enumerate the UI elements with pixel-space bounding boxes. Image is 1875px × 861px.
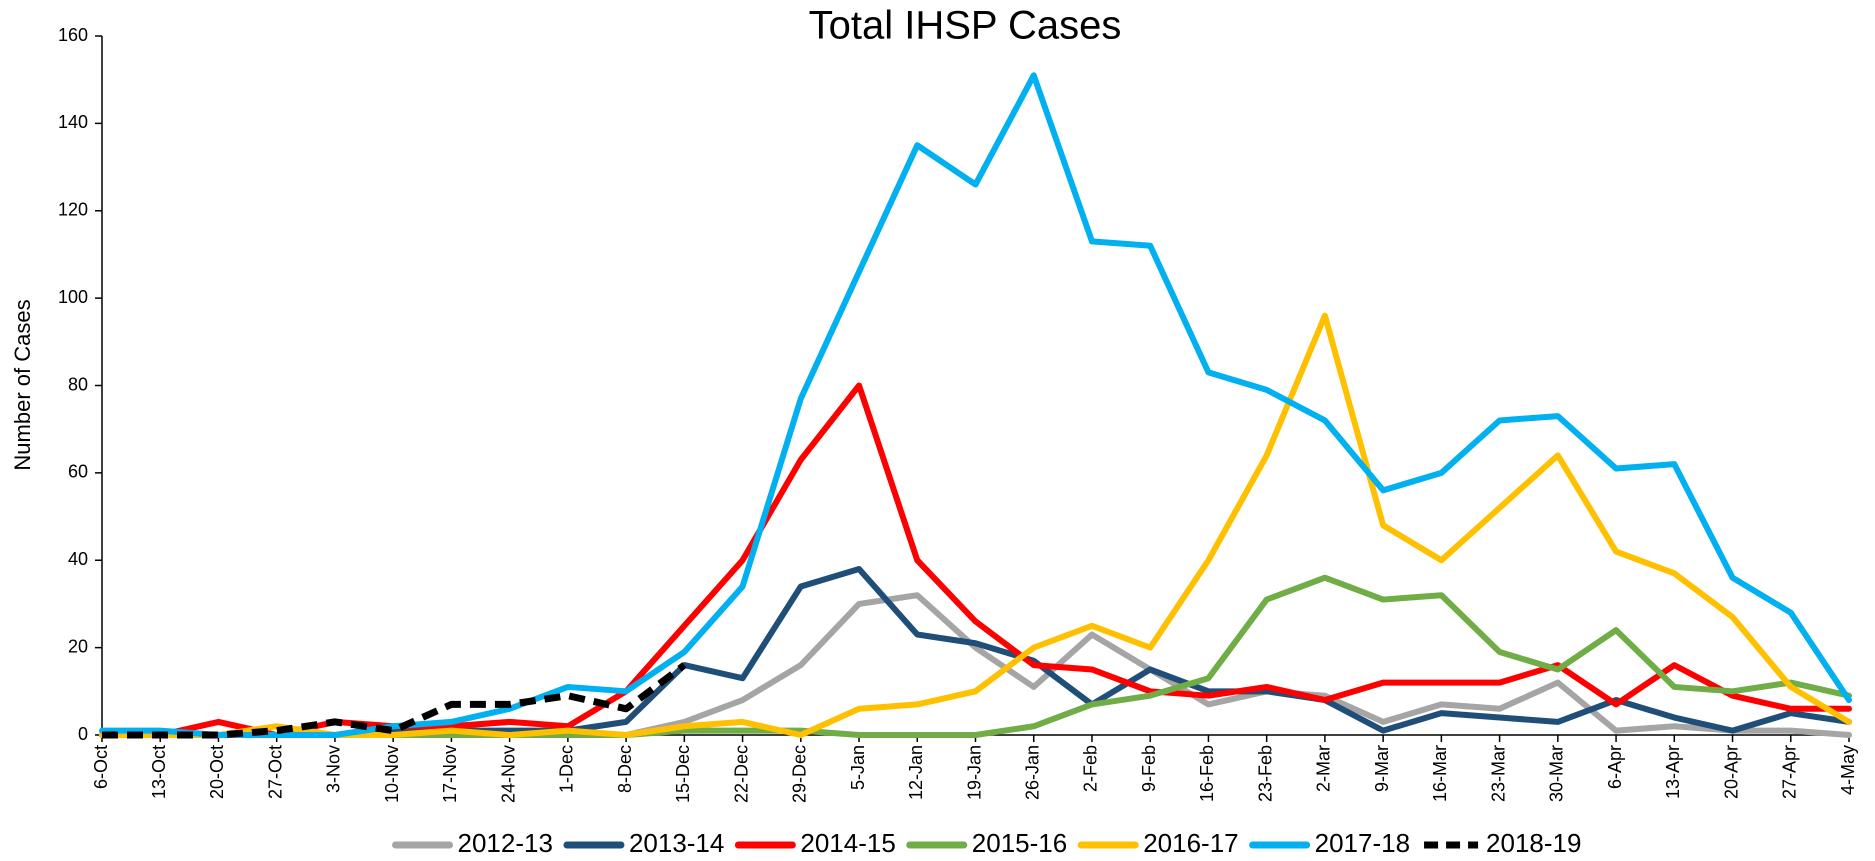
x-tick-label: 13-Apr: [1663, 745, 1683, 799]
x-tick-label: 12-Jan: [906, 745, 926, 800]
y-axis-label: Number of Cases: [10, 299, 35, 470]
x-tick-label: 15-Dec: [673, 745, 693, 803]
y-tick-label: 100: [58, 287, 88, 307]
x-tick-label: 30-Mar: [1547, 745, 1567, 802]
series-line: [99, 565, 1852, 738]
x-tick-label: 10-Nov: [382, 745, 402, 803]
x-tick-label: 8-Dec: [615, 745, 635, 793]
series-line: [99, 312, 1852, 738]
x-tick-label: 19-Jan: [964, 745, 984, 800]
x-tick-label: 27-Oct: [265, 745, 285, 799]
x-tick-label: 2-Feb: [1081, 745, 1101, 792]
x-tick-label: 29-Dec: [790, 745, 810, 803]
x-tick-label: 23-Feb: [1255, 745, 1275, 802]
x-tick-label: 5-Jan: [848, 745, 868, 790]
x-tick-label: 16-Feb: [1197, 745, 1217, 802]
x-tick-label: 22-Dec: [731, 745, 751, 803]
x-tick-label: 6-Oct: [91, 745, 111, 789]
x-tick-label: 2-Mar: [1314, 745, 1334, 792]
x-tick-label: 27-Apr: [1780, 745, 1800, 799]
series-line: [99, 382, 1852, 738]
y-tick-label: 140: [58, 112, 88, 132]
legend-label: 2018-19: [1486, 828, 1581, 858]
legend-label: 2013-14: [629, 828, 724, 858]
x-tick-label: 13-Oct: [149, 745, 169, 799]
x-tick-label: 26-Jan: [1022, 745, 1042, 800]
y-tick-label: 120: [58, 200, 88, 220]
legend-label: 2012-13: [458, 828, 553, 858]
x-tick-label: 1-Dec: [557, 745, 577, 793]
x-tick-label: 9-Mar: [1372, 745, 1392, 792]
legend-label: 2016-17: [1143, 828, 1238, 858]
x-tick-label: 24-Nov: [498, 745, 518, 803]
x-tick-label: 3-Nov: [324, 745, 344, 793]
x-tick-label: 20-Oct: [207, 745, 227, 799]
x-tick-label: 4-May: [1838, 745, 1858, 795]
y-tick-label: 60: [68, 462, 88, 482]
x-tick-label: 9-Feb: [1139, 745, 1159, 792]
y-tick-label: 40: [68, 549, 88, 569]
legend-label: 2015-16: [972, 828, 1067, 858]
x-tick-label: 23-Mar: [1488, 745, 1508, 802]
y-tick-label: 20: [68, 636, 88, 656]
x-tick-label: 17-Nov: [440, 745, 460, 803]
y-tick-label: 80: [68, 374, 88, 394]
y-tick-label: 160: [58, 25, 88, 45]
x-tick-label: 6-Apr: [1605, 745, 1625, 789]
x-tick-label: 20-Apr: [1721, 745, 1741, 799]
series-line: [99, 72, 1852, 738]
legend-label: 2014-15: [800, 828, 895, 858]
x-tick-label: 16-Mar: [1430, 745, 1450, 802]
chart-title: Total IHSP Cases: [809, 4, 1122, 48]
legend-label: 2017-18: [1315, 828, 1410, 858]
y-tick-label: 0: [78, 724, 88, 744]
